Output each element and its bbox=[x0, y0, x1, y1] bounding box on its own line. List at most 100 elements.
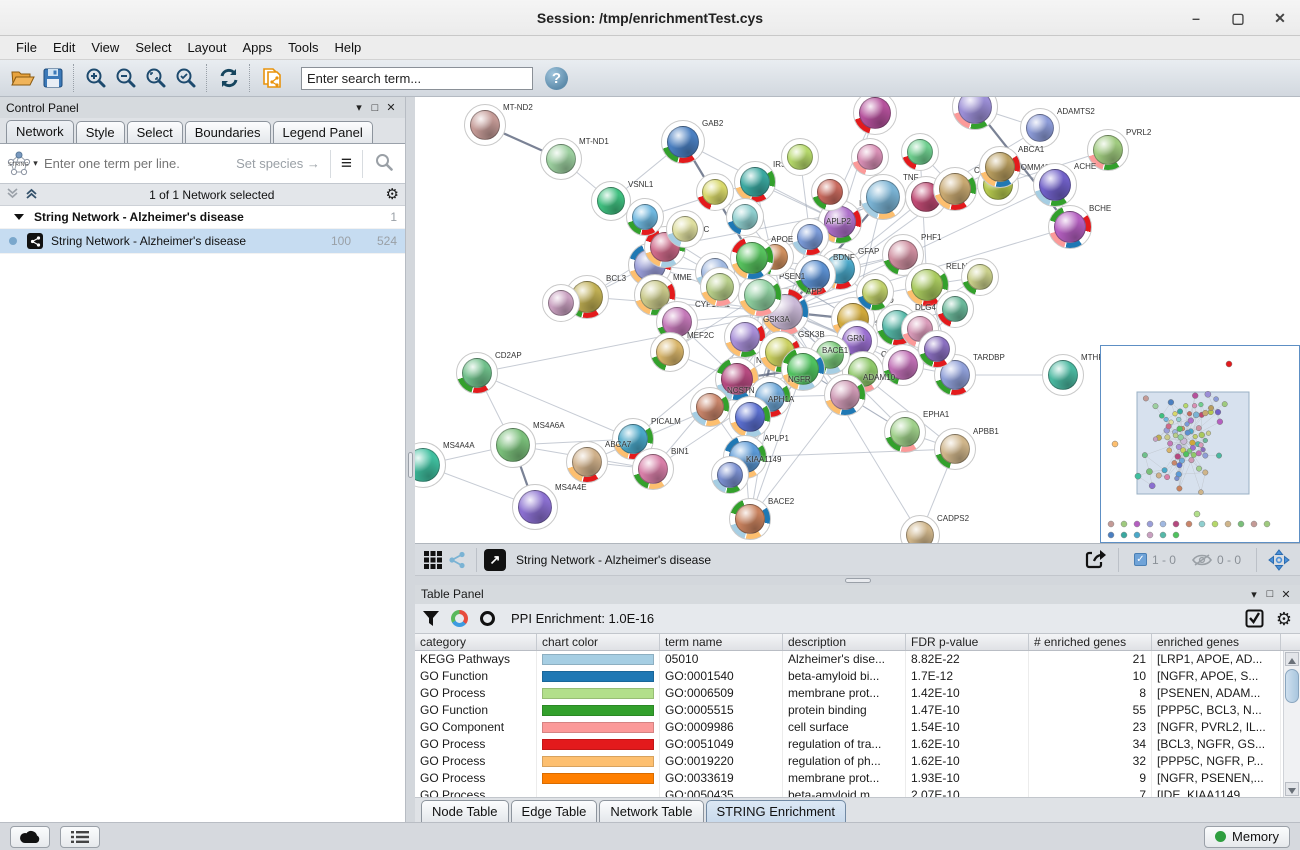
network-node-mthfd1l[interactable]: MTHFD1L bbox=[1042, 353, 1118, 396]
menu-item-select[interactable]: Select bbox=[135, 40, 172, 55]
grid-view-icon[interactable] bbox=[421, 545, 445, 575]
network-node-bace2[interactable]: BACE2 bbox=[729, 497, 794, 540]
network-node[interactable] bbox=[952, 97, 998, 130]
copy-network-icon[interactable] bbox=[257, 63, 287, 93]
network-node[interactable] bbox=[851, 138, 889, 176]
network-node-epha1[interactable]: EPHA1 bbox=[884, 410, 949, 453]
pan-crosshair-icon[interactable] bbox=[1264, 545, 1294, 575]
table-scrollbar[interactable] bbox=[1283, 651, 1300, 798]
enrichment-settings-gear-icon[interactable]: ⚙ bbox=[1275, 608, 1292, 629]
column-header-enriched-genes[interactable]: enriched genes bbox=[1152, 634, 1281, 651]
table-row[interactable]: GO Process GO:0006509 membrane prot... 1.42… bbox=[415, 685, 1283, 703]
tab-edge-table[interactable]: Edge Table bbox=[510, 800, 598, 822]
table-panel-float-icon[interactable]: □ bbox=[1266, 588, 1274, 601]
network-node-bace1[interactable]: BACE1 bbox=[781, 346, 848, 391]
table-panel-close-icon[interactable]: ✕ bbox=[1281, 588, 1291, 601]
network-node-mme[interactable]: MME bbox=[634, 273, 692, 316]
zoom-out-icon[interactable] bbox=[111, 63, 141, 93]
network-node-cadps2[interactable]: CADPS2 bbox=[900, 514, 969, 543]
menu-item-layout[interactable]: Layout bbox=[187, 40, 227, 55]
memory-button[interactable]: Memory bbox=[1204, 825, 1290, 848]
tab-network-table[interactable]: Network Table bbox=[599, 800, 704, 822]
tab-string-enrichment[interactable]: STRING Enrichment bbox=[705, 800, 846, 822]
menu-item-file[interactable]: File bbox=[16, 40, 37, 55]
tab-node-table[interactable]: Node Table bbox=[421, 800, 509, 822]
panel-splitter[interactable] bbox=[406, 97, 415, 822]
table-row[interactable]: GO Process GO:0019220 regulation of ph... 1… bbox=[415, 753, 1283, 771]
table-splitter[interactable] bbox=[415, 575, 1300, 585]
network-node[interactable] bbox=[542, 284, 580, 322]
tab-network[interactable]: Network bbox=[6, 120, 74, 143]
network-node-ms4a4a[interactable]: MS4A4A bbox=[415, 441, 475, 488]
network-node[interactable] bbox=[666, 210, 704, 248]
network-node-abca7[interactable]: ABCA7 bbox=[566, 440, 631, 483]
column-header-chart-color[interactable]: chart color bbox=[537, 634, 660, 651]
expand-all-icon[interactable] bbox=[25, 187, 38, 203]
chart-color-icon[interactable] bbox=[451, 610, 468, 628]
network-node[interactable] bbox=[781, 138, 819, 176]
tab-legend-panel[interactable]: Legend Panel bbox=[272, 121, 373, 143]
ring-chart-icon[interactable] bbox=[480, 611, 495, 627]
network-node-tardbp[interactable]: TARDBP bbox=[934, 353, 1005, 396]
selected-checkbox-icon[interactable]: ✓ bbox=[1133, 553, 1147, 566]
table-row[interactable]: GO Function GO:0005515 protein binding 1.47… bbox=[415, 702, 1283, 720]
select-terms-checkbox-icon[interactable] bbox=[1245, 609, 1264, 628]
menu-item-tools[interactable]: Tools bbox=[288, 40, 319, 55]
network-node[interactable] bbox=[853, 97, 897, 135]
tab-select[interactable]: Select bbox=[126, 121, 183, 143]
query-options-icon[interactable]: ≡ bbox=[329, 149, 362, 178]
table-row[interactable]: GO Function GO:0001540 beta-amyloid bi... 1… bbox=[415, 668, 1283, 686]
task-history-button[interactable] bbox=[60, 825, 100, 848]
column-header-category[interactable]: category bbox=[415, 634, 537, 651]
tree-expand-icon[interactable] bbox=[14, 214, 24, 220]
tab-style[interactable]: Style bbox=[75, 121, 125, 143]
network-node-prnp[interactable]: PRNP bbox=[700, 266, 759, 307]
maximize-icon[interactable]: ▢ bbox=[1231, 10, 1245, 26]
network-node-abca1[interactable]: ABCA1 bbox=[979, 145, 1044, 188]
network-node[interactable] bbox=[936, 290, 974, 328]
close-icon[interactable]: ✕ bbox=[1274, 10, 1286, 26]
network-node-ms4a6a[interactable]: MS4A6A bbox=[490, 421, 565, 468]
network-node-syp[interactable]: SYP bbox=[882, 343, 937, 386]
menu-item-edit[interactable]: Edit bbox=[52, 40, 76, 55]
network-node[interactable] bbox=[901, 133, 939, 171]
network-node[interactable] bbox=[626, 198, 664, 236]
network-row-selected[interactable]: String Network - Alzheimer's disease 100… bbox=[0, 229, 405, 254]
scroll-up-icon[interactable] bbox=[1285, 652, 1299, 667]
column-header--enriched-genes[interactable]: # enriched genes bbox=[1029, 634, 1152, 651]
network-node-bdnf[interactable]: BDNF bbox=[794, 253, 855, 296]
network-node-irs1[interactable]: IRS1 bbox=[734, 160, 791, 203]
network-node-pvrl2[interactable]: PVRL2 bbox=[1087, 128, 1151, 171]
refresh-icon[interactable] bbox=[214, 63, 244, 93]
collapse-all-icon[interactable] bbox=[6, 187, 19, 203]
string-logo-icon[interactable]: STRING ▾ bbox=[0, 145, 44, 183]
help-icon[interactable]: ? bbox=[545, 66, 568, 90]
table-row[interactable]: KEGG Pathways 05010 Alzheimer's dise... 8.8… bbox=[415, 651, 1283, 669]
column-header-term-name[interactable]: term name bbox=[660, 634, 783, 651]
column-header-description[interactable]: description bbox=[783, 634, 906, 651]
network-node[interactable] bbox=[726, 198, 764, 236]
network-node-ms4a4e[interactable]: MS4A4E bbox=[512, 483, 587, 530]
network-node-cd2ap[interactable]: CD2AP bbox=[456, 351, 522, 394]
minimize-icon[interactable]: – bbox=[1192, 10, 1200, 26]
network-node[interactable] bbox=[918, 330, 956, 368]
menu-item-view[interactable]: View bbox=[91, 40, 120, 55]
table-panel-menu-icon[interactable]: ▾ bbox=[1251, 588, 1257, 601]
network-node-mt-nd2[interactable]: MT-ND2 bbox=[464, 103, 533, 146]
panel-menu-icon[interactable]: ▾ bbox=[356, 102, 362, 114]
network-node-gsk3b[interactable]: GSK3B bbox=[759, 330, 825, 373]
cloud-tasks-button[interactable] bbox=[10, 825, 50, 848]
filter-icon[interactable] bbox=[423, 611, 439, 627]
column-header-FDR-p-value[interactable]: FDR p-value bbox=[906, 634, 1029, 651]
network-node-mt-nd1[interactable]: MT-ND1 bbox=[540, 137, 609, 180]
network-node[interactable] bbox=[696, 173, 734, 211]
network-node-ache[interactable]: ACHE bbox=[1033, 162, 1096, 207]
network-node[interactable] bbox=[811, 173, 849, 211]
table-row[interactable]: GO Process GO:0050435 beta-amyloid m... 2.0… bbox=[415, 787, 1283, 798]
network-node-psen1[interactable]: PSEN1 bbox=[738, 272, 805, 317]
detach-view-icon[interactable]: ↗ bbox=[484, 548, 506, 571]
zoom-in-icon[interactable] bbox=[81, 63, 111, 93]
network-node-kiaa1149[interactable]: KIAA1149 bbox=[711, 455, 781, 494]
network-node[interactable] bbox=[961, 258, 999, 296]
save-session-icon[interactable] bbox=[38, 63, 68, 93]
